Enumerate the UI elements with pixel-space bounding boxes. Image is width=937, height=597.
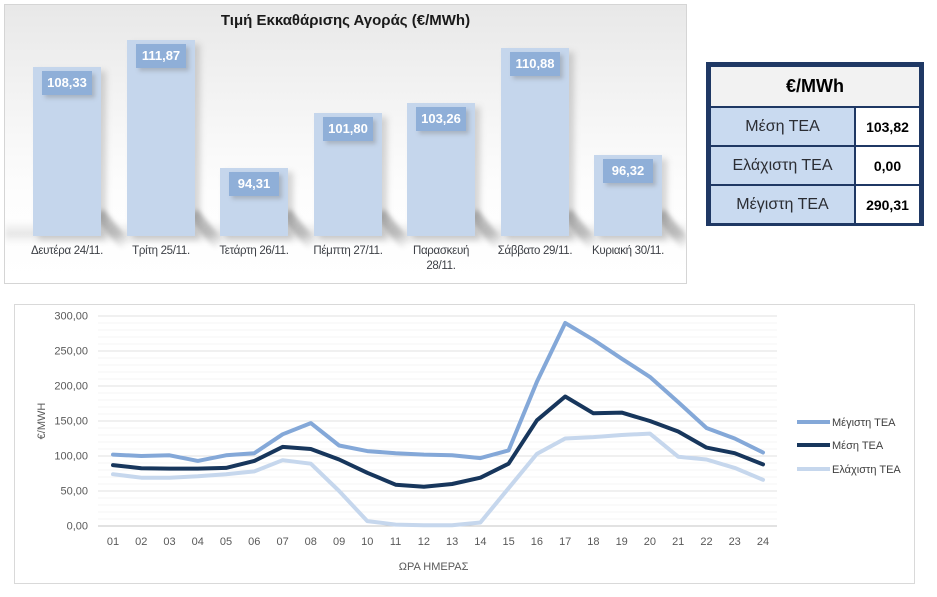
- svg-text:0,00: 0,00: [67, 521, 88, 533]
- svg-text:15: 15: [502, 536, 514, 548]
- svg-text:50,00: 50,00: [60, 486, 88, 498]
- svg-text:10: 10: [361, 536, 373, 548]
- svg-text:24: 24: [757, 536, 769, 548]
- svg-text:03: 03: [163, 536, 175, 548]
- svg-text:Ελάχιστη ΤΕΑ: Ελάχιστη ΤΕΑ: [832, 464, 901, 476]
- svg-text:11: 11: [390, 536, 401, 548]
- svg-text:ΩΡΑ ΗΜΕΡΑΣ: ΩΡΑ ΗΜΕΡΑΣ: [399, 561, 469, 573]
- svg-text:100,00: 100,00: [54, 451, 88, 463]
- svg-text:14: 14: [474, 536, 486, 548]
- svg-text:300,00: 300,00: [54, 311, 88, 323]
- svg-text:Μέση ΤΕΑ: Μέση ΤΕΑ: [832, 440, 884, 452]
- svg-text:150,00: 150,00: [54, 416, 88, 428]
- svg-text:23: 23: [729, 536, 741, 548]
- svg-text:02: 02: [135, 536, 147, 548]
- svg-text:12: 12: [418, 536, 430, 548]
- svg-text:08: 08: [305, 536, 317, 548]
- svg-text:07: 07: [276, 536, 288, 548]
- svg-text:13: 13: [446, 536, 458, 548]
- svg-text:200,00: 200,00: [54, 381, 88, 393]
- svg-text:09: 09: [333, 536, 345, 548]
- svg-text:17: 17: [559, 536, 571, 548]
- svg-text:06: 06: [248, 536, 260, 548]
- svg-text:22: 22: [700, 536, 712, 548]
- svg-text:250,00: 250,00: [54, 346, 88, 358]
- svg-text:04: 04: [192, 536, 204, 548]
- svg-text:16: 16: [531, 536, 543, 548]
- svg-text:21: 21: [672, 536, 684, 548]
- svg-text:18: 18: [587, 536, 599, 548]
- svg-text:20: 20: [644, 536, 656, 548]
- svg-text:01: 01: [107, 536, 119, 548]
- svg-text:05: 05: [220, 536, 232, 548]
- svg-text:19: 19: [616, 536, 628, 548]
- svg-text:Μέγιστη ΤΕΑ: Μέγιστη ΤΕΑ: [832, 417, 896, 429]
- svg-text:€/MWH: €/MWH: [36, 403, 48, 440]
